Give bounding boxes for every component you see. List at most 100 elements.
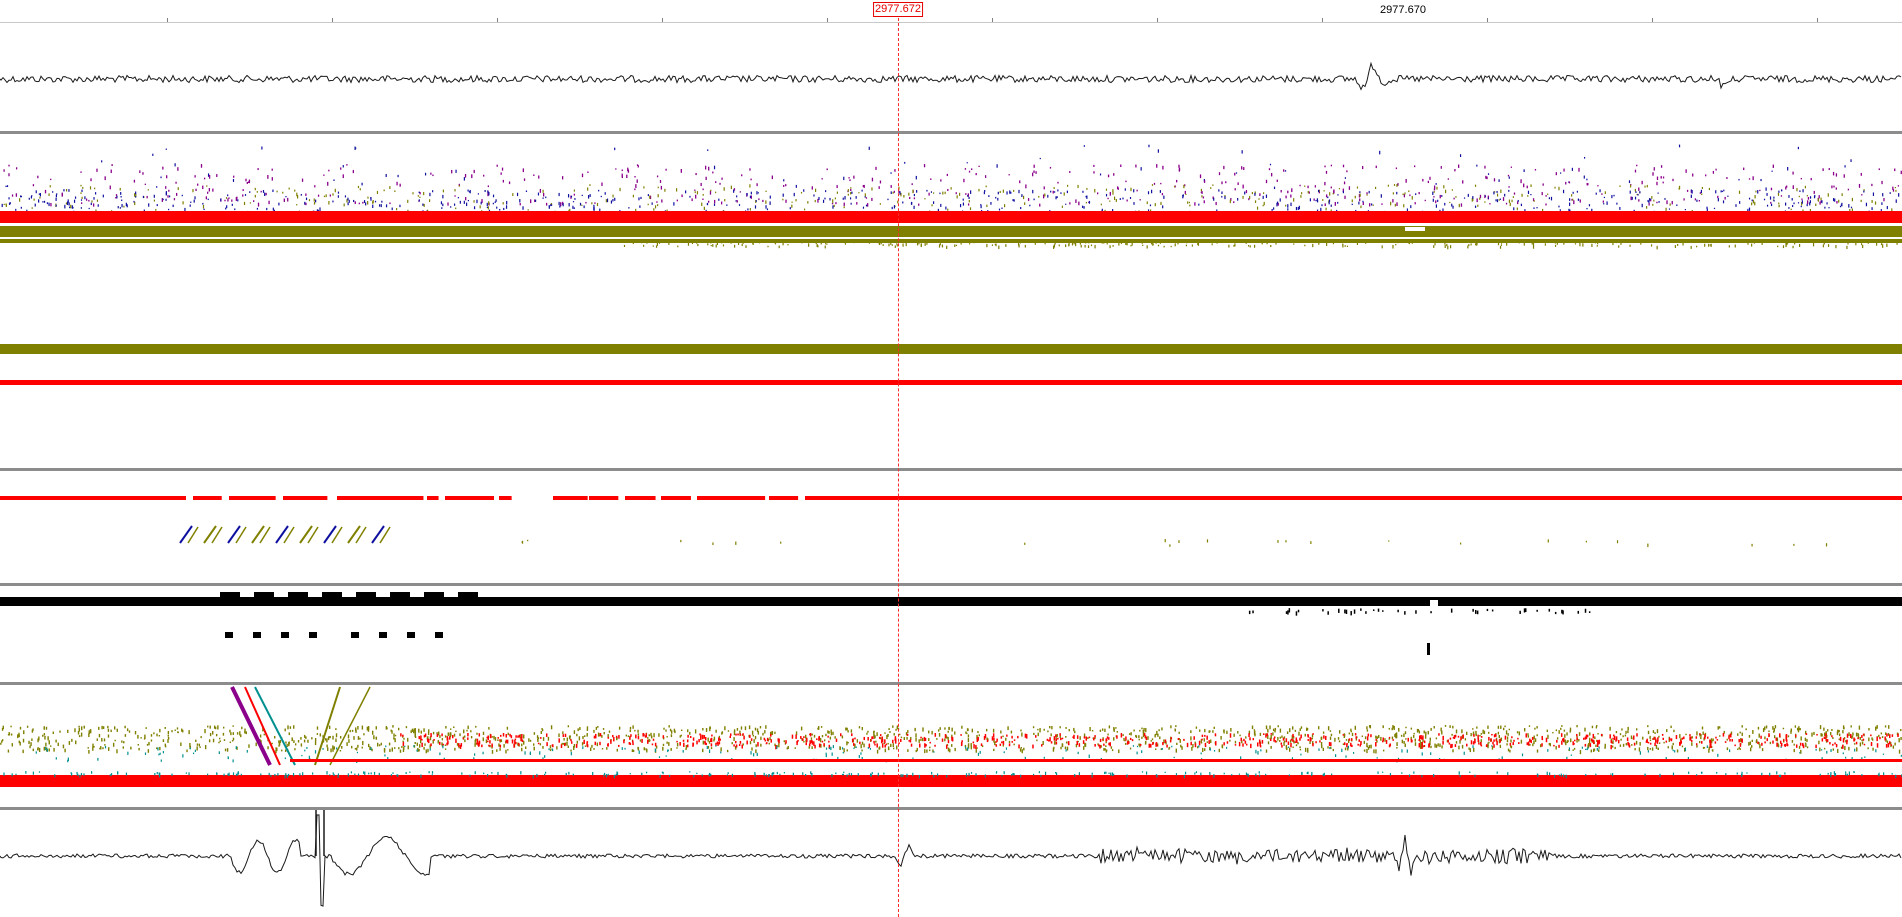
spectro-mark	[820, 744, 822, 748]
spectro-mark	[1685, 169, 1687, 173]
spectro-mark	[884, 748, 887, 753]
spectro-mark	[232, 179, 235, 182]
spectro-mark	[828, 744, 831, 749]
spectro-mark	[537, 737, 540, 740]
spectro-mark	[624, 747, 626, 750]
spectro-mark	[182, 729, 184, 733]
spectro-mark	[887, 733, 889, 737]
spectro-mark	[1700, 189, 1703, 194]
spectro-mark	[1641, 203, 1643, 208]
spectro-mark	[1569, 730, 1571, 733]
spectro-mark	[8, 733, 11, 735]
spectro-mark	[923, 736, 926, 742]
spectro-mark	[1177, 737, 1180, 741]
spectro-mark	[1309, 741, 1311, 745]
spectro-mark	[603, 772, 606, 775]
spectro-mark	[1690, 740, 1693, 742]
spectro-mark	[1474, 610, 1477, 614]
spectro-mark	[1142, 733, 1145, 738]
spectro-mark	[525, 190, 528, 193]
spectro-mark	[1156, 774, 1158, 778]
spectro-mark	[1422, 735, 1424, 740]
spectro-mark	[50, 178, 52, 181]
spectro-stroke	[323, 525, 337, 544]
spectro-mark	[362, 201, 364, 204]
spectro-mark	[46, 202, 48, 205]
spectro-mark	[1123, 737, 1125, 741]
spectro-mark	[1761, 772, 1763, 775]
spectro-mark	[1487, 725, 1489, 729]
spectro-mark	[1695, 743, 1698, 746]
spectro-mark	[1629, 184, 1632, 188]
spectro-mark	[37, 748, 39, 751]
spectro-mark	[1755, 190, 1757, 193]
spectro-mark	[1329, 747, 1331, 750]
spectro-mark	[521, 541, 523, 544]
spectro-mark	[1084, 244, 1086, 248]
spectrogram-panel-3[interactable]	[0, 586, 1902, 682]
spectro-mark	[822, 199, 825, 203]
spectro-mark	[1565, 774, 1567, 779]
spectro-mark	[1476, 610, 1479, 615]
spectro-mark	[631, 740, 634, 743]
time-ruler[interactable]: 2977.672 2977.670	[0, 0, 1902, 23]
spectro-mark	[253, 200, 255, 202]
panel-divider	[0, 807, 1902, 810]
spectro-mark	[425, 749, 427, 754]
spectro-mark	[533, 732, 536, 735]
spectro-mark	[1888, 741, 1891, 745]
spectro-mark	[1552, 731, 1554, 734]
spectro-mark	[1073, 241, 1075, 245]
spectrogram-panel-1[interactable]	[0, 134, 1902, 468]
spectro-mark	[1669, 203, 1671, 206]
spectro-mark	[403, 737, 405, 740]
spectro-mark	[1455, 729, 1458, 734]
spectro-mark	[1554, 244, 1557, 247]
spectro-mark	[863, 743, 865, 748]
spectro-mark	[74, 196, 77, 199]
spectro-mark	[1144, 735, 1147, 739]
spectro-mark	[727, 772, 729, 775]
spectro-mark	[1861, 757, 1863, 760]
spectro-mark	[388, 742, 391, 746]
spectro-mark	[586, 726, 589, 730]
spectro-mark	[1807, 196, 1810, 200]
waveform-top-panel[interactable]	[0, 23, 1902, 131]
cursor-time-label[interactable]: 2977.672	[873, 2, 923, 17]
spectro-mark	[474, 753, 476, 756]
spectro-mark	[871, 736, 873, 739]
spectro-mark	[1717, 726, 1719, 730]
spectro-mark	[419, 192, 421, 195]
spectro-mark	[724, 199, 726, 202]
spectro-mark	[873, 732, 875, 736]
spectro-mark	[327, 736, 330, 741]
waveform-bottom-panel[interactable]	[0, 810, 1902, 917]
spectrogram-panel-4[interactable]	[0, 685, 1902, 807]
spectro-mark	[1279, 728, 1282, 733]
spectro-mark	[1107, 733, 1109, 736]
spectro-mark	[1037, 732, 1039, 737]
spectro-mark	[995, 243, 997, 247]
spectro-mark	[1838, 733, 1841, 737]
spectro-mark	[1432, 191, 1434, 195]
spectro-mark	[847, 741, 849, 744]
spectro-mark	[1806, 200, 1809, 205]
spectro-mark	[77, 773, 79, 777]
spectrogram-panel-2[interactable]	[0, 471, 1902, 583]
spectro-mark	[1776, 742, 1778, 747]
spectro-mark	[738, 204, 741, 206]
spectro-mark	[1356, 186, 1359, 189]
spectro-mark	[601, 182, 603, 186]
spectro-mark	[1168, 747, 1170, 750]
spectro-mark	[204, 745, 207, 750]
spectro-mark	[1586, 734, 1589, 738]
spectro-mark	[159, 752, 161, 755]
spectro-mark	[124, 725, 126, 729]
spectro-mark	[1491, 746, 1494, 750]
spectro-mark	[1678, 185, 1681, 190]
spectro-mark	[1419, 745, 1422, 749]
spectro-mark	[167, 195, 169, 198]
spectro-mark	[634, 729, 636, 732]
spectro-mark	[289, 726, 292, 729]
spectro-mark	[1218, 189, 1220, 192]
